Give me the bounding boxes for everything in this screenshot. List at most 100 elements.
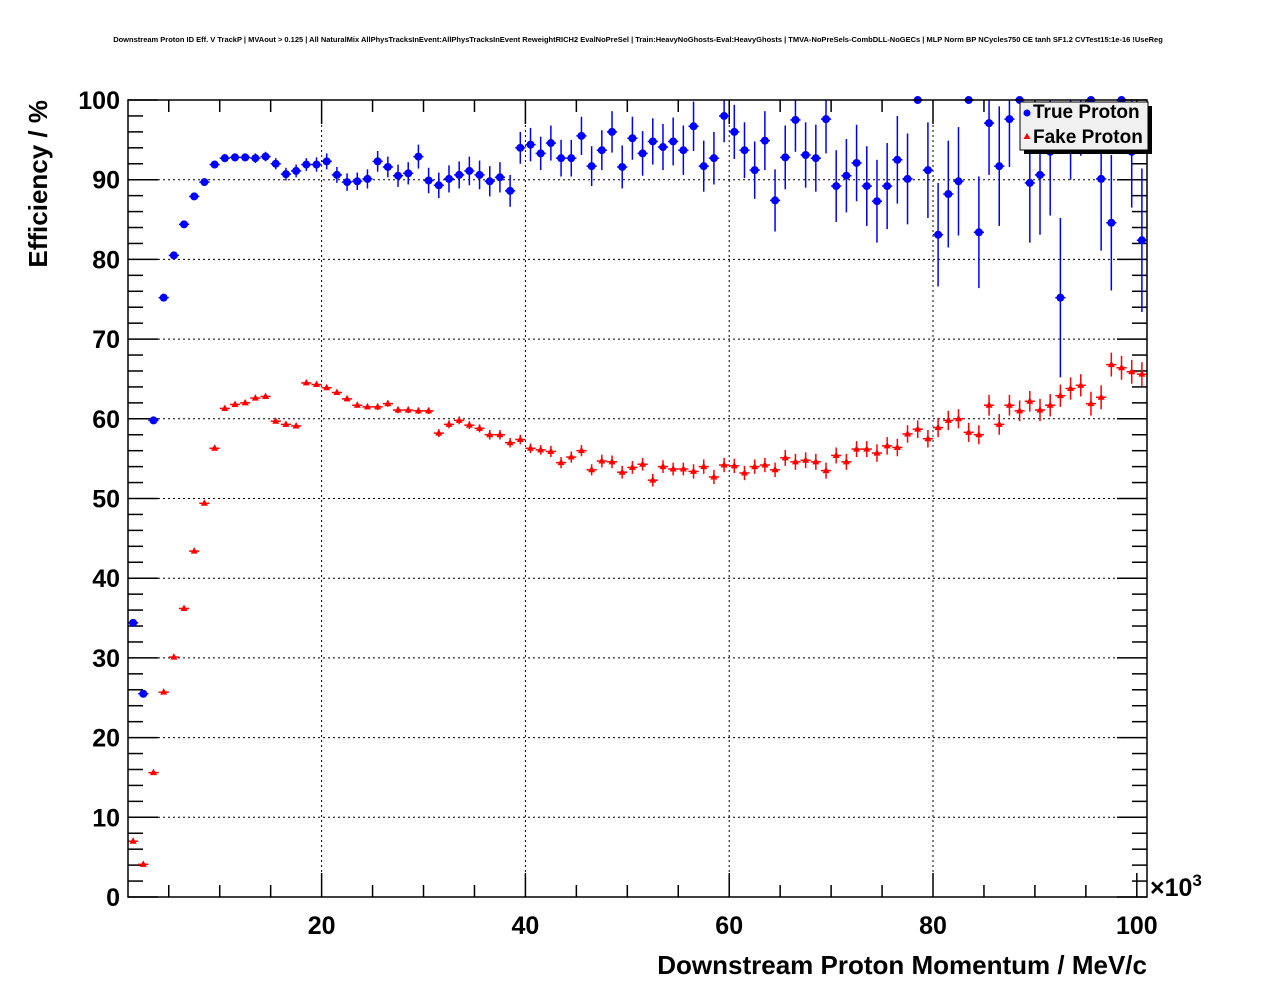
fake-proton-point bbox=[221, 404, 229, 411]
true-proton-point bbox=[801, 150, 810, 159]
true-proton-point bbox=[811, 154, 820, 163]
fake-proton-point bbox=[149, 768, 157, 776]
fake-proton-point bbox=[323, 383, 331, 391]
fake-proton-point bbox=[1107, 360, 1115, 368]
true-proton-point bbox=[893, 155, 902, 164]
fake-proton-point bbox=[914, 425, 922, 432]
true-proton-point bbox=[923, 166, 932, 175]
true-proton-point bbox=[424, 176, 433, 185]
fake-proton-point bbox=[394, 406, 402, 413]
true-proton-point bbox=[577, 131, 586, 140]
true-proton-point bbox=[526, 140, 535, 149]
true-proton-point bbox=[699, 162, 708, 171]
fake-proton-point bbox=[435, 429, 443, 436]
fake-proton-point bbox=[853, 445, 861, 452]
true-proton-point bbox=[546, 139, 555, 148]
true-proton-point bbox=[944, 190, 953, 199]
true-proton-point bbox=[1097, 174, 1106, 183]
x-tick-label: 40 bbox=[512, 912, 540, 940]
fake-proton-point bbox=[1118, 363, 1126, 371]
fake-proton-point bbox=[353, 401, 361, 408]
fake-proton-point bbox=[822, 466, 830, 474]
fake-proton-point bbox=[985, 401, 993, 408]
fake-proton-point bbox=[781, 453, 789, 461]
true-proton-point bbox=[394, 171, 403, 180]
y-tick-label: 60 bbox=[92, 406, 120, 434]
true-proton-point bbox=[271, 159, 280, 168]
true-proton-point bbox=[852, 158, 861, 167]
fake-proton-point bbox=[1087, 399, 1095, 407]
data-marks bbox=[128, 96, 1147, 867]
fake-proton-point bbox=[496, 430, 504, 438]
fake-proton-point bbox=[944, 416, 952, 423]
true-proton-point bbox=[1056, 293, 1065, 302]
fake-proton-point bbox=[190, 547, 198, 554]
true-proton-point bbox=[516, 143, 525, 152]
true-proton-point bbox=[241, 153, 250, 162]
true-proton-point bbox=[557, 154, 566, 163]
plot-frame bbox=[127, 99, 1148, 898]
true-proton-point bbox=[648, 137, 657, 146]
fake-proton-point bbox=[1016, 406, 1024, 414]
fake-proton-point bbox=[965, 428, 973, 435]
true-proton-point bbox=[771, 196, 780, 205]
y-tick-label: 100 bbox=[78, 87, 120, 115]
true-proton-point bbox=[995, 162, 1004, 171]
true-proton-point bbox=[791, 115, 800, 124]
fake-proton-point bbox=[639, 460, 647, 467]
fake-proton-point bbox=[292, 421, 300, 429]
true-proton-point bbox=[251, 154, 260, 163]
fake-proton-point bbox=[618, 468, 626, 475]
y-tick-label: 40 bbox=[92, 565, 120, 593]
true-proton-point bbox=[353, 177, 362, 186]
true-proton-point bbox=[434, 181, 443, 190]
fake-proton-point bbox=[445, 420, 453, 427]
true-proton-point bbox=[455, 170, 464, 179]
true-proton-point bbox=[720, 111, 729, 120]
true-proton-point bbox=[618, 162, 627, 171]
fake-proton-point bbox=[129, 837, 137, 844]
fake-proton-point bbox=[802, 456, 810, 463]
true-proton-point bbox=[587, 162, 596, 171]
fake-proton-point bbox=[1097, 393, 1105, 400]
fake-proton-point bbox=[363, 402, 371, 410]
true-proton-point bbox=[781, 153, 790, 162]
fake-proton-point bbox=[1046, 401, 1054, 408]
fake-proton-point bbox=[761, 461, 769, 468]
fake-proton-point bbox=[1036, 406, 1044, 413]
true-proton-point bbox=[159, 293, 168, 302]
true-proton-point bbox=[872, 197, 881, 206]
true-proton-point bbox=[638, 149, 647, 158]
fake-proton-point bbox=[924, 434, 932, 442]
fake-proton-point bbox=[700, 462, 708, 470]
x-tick-label: 60 bbox=[715, 912, 743, 940]
legend-fake-proton-marker bbox=[1023, 133, 1031, 139]
fake-proton-point bbox=[425, 406, 433, 414]
fake-proton-point bbox=[231, 400, 239, 407]
y-tick-label: 10 bbox=[92, 804, 120, 832]
true-proton-point bbox=[689, 122, 698, 131]
fake-proton-point bbox=[954, 414, 962, 422]
legend-true-proton-label: True Proton bbox=[1033, 102, 1140, 123]
fake-proton-point bbox=[567, 453, 575, 460]
true-proton-point bbox=[740, 146, 749, 155]
true-proton-point bbox=[495, 173, 504, 182]
chart-title: Downstream Proton ID Eff. V TrackP | MVA… bbox=[113, 35, 1163, 44]
fake-proton-point bbox=[486, 430, 494, 438]
fake-proton-point bbox=[679, 465, 687, 472]
fake-proton-point bbox=[404, 406, 412, 413]
true-proton-point bbox=[567, 154, 576, 163]
fake-proton-point bbox=[527, 444, 535, 451]
fake-proton-point bbox=[262, 392, 270, 399]
fake-proton-point bbox=[710, 472, 718, 480]
fake-proton-point bbox=[649, 476, 657, 483]
true-proton-point bbox=[1036, 170, 1045, 179]
fake-proton-point bbox=[455, 416, 463, 423]
fake-proton-point bbox=[883, 441, 891, 449]
fake-proton-point bbox=[180, 604, 188, 611]
fake-proton-point bbox=[211, 444, 219, 451]
legend-box bbox=[1019, 101, 1149, 151]
fake-proton-point bbox=[1138, 370, 1146, 377]
y-tick-label: 0 bbox=[106, 884, 120, 912]
true-proton-point bbox=[169, 251, 178, 260]
